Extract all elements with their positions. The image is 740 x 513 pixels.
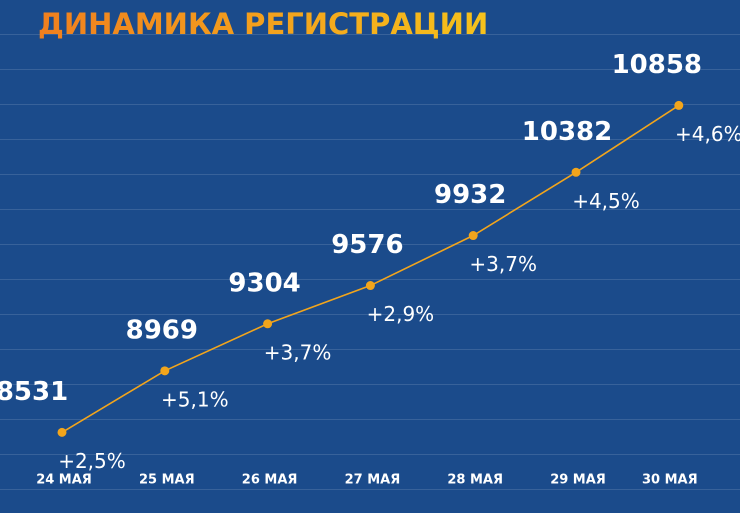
change-label: +2,9% [367, 302, 435, 326]
change-label: +4,5% [572, 189, 640, 213]
x-tick-label: 24 МАЯ [36, 473, 92, 488]
data-point [571, 167, 581, 177]
value-label: 8531 [0, 377, 68, 407]
data-point [365, 281, 375, 291]
change-label: +2,5% [58, 449, 126, 473]
chart-title: ДИНАМИКА РЕГИСТРАЦИИ [38, 7, 488, 41]
data-point [263, 319, 273, 329]
x-tick-label: 27 МАЯ [345, 473, 401, 488]
change-label: +4,6% [675, 122, 740, 146]
x-tick-label: 29 МАЯ [550, 473, 606, 488]
series-line [61, 104, 680, 434]
data-point [160, 366, 170, 376]
change-label: +3,7% [469, 252, 537, 276]
value-label: 8969 [126, 315, 198, 345]
x-tick-label: 30 МАЯ [642, 473, 698, 488]
value-label: 9576 [331, 230, 403, 260]
value-label: 10858 [612, 50, 702, 80]
x-tick-label: 25 МАЯ [139, 473, 195, 488]
data-point [674, 100, 684, 110]
x-tick-label: 26 МАЯ [242, 473, 298, 488]
value-label: 9932 [434, 180, 506, 210]
x-tick-label: 28 МАЯ [447, 473, 503, 488]
data-point [468, 231, 478, 241]
change-label: +5,1% [161, 387, 229, 411]
data-point [57, 427, 67, 437]
value-label: 9304 [228, 268, 300, 298]
change-label: +3,7% [264, 340, 332, 364]
value-label: 10382 [522, 117, 612, 147]
